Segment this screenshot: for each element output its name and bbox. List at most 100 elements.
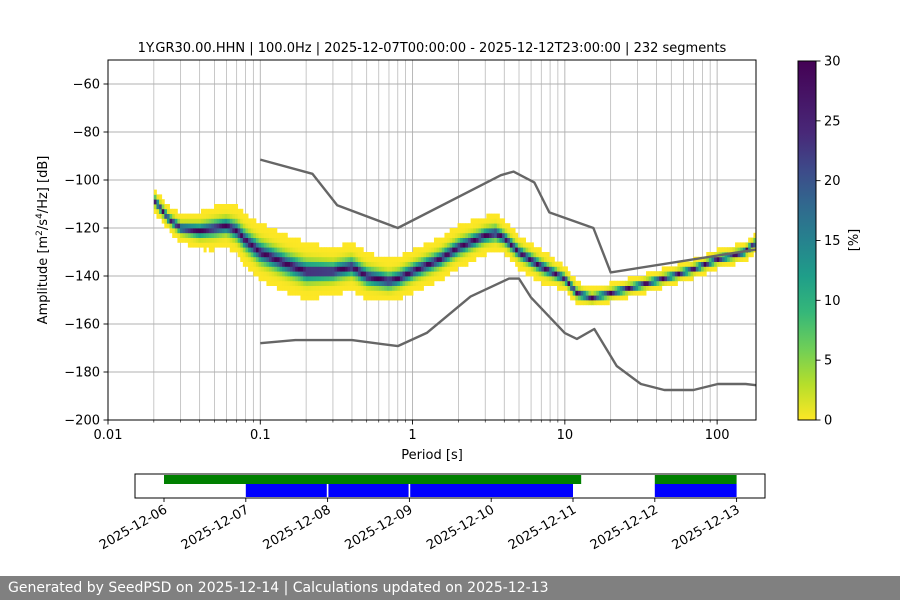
heatmap-cell: [255, 237, 259, 243]
heatmap-cell: [413, 271, 417, 277]
heatmap-cell: [347, 266, 351, 272]
heatmap-cell: [433, 261, 437, 267]
heatmap-cell: [206, 218, 210, 224]
heatmap-cell: [219, 213, 223, 219]
heatmap-cell: [250, 242, 254, 248]
heatmap-cell: [525, 256, 529, 262]
heatmap-cell: [588, 285, 592, 291]
heatmap-cell: [287, 266, 291, 272]
heatmap-cell: [224, 242, 228, 248]
heatmap-cell: [475, 247, 479, 253]
heatmap-cell: [229, 218, 233, 224]
heatmap-cell: [198, 218, 202, 224]
heatmap-cell: [221, 228, 225, 234]
heatmap-cell: [507, 252, 511, 258]
data-availability: 2025-12-06 2025-12-07 2025-12-08 2025-12-09…: [97, 473, 766, 553]
heatmap-cell: [632, 276, 636, 282]
heatmap-cell: [614, 290, 618, 296]
heatmap-cell: [214, 223, 218, 229]
heatmap-cell: [433, 276, 437, 282]
heatmap-cell: [245, 256, 249, 262]
heatmap-cell: [248, 256, 252, 262]
heatmap-cell: [528, 247, 532, 253]
heatmap-cell: [559, 280, 563, 286]
heatmap-cell: [491, 232, 495, 238]
heatmap-cell: [468, 242, 472, 248]
heatmap-cell: [318, 280, 322, 286]
heatmap-cell: [536, 266, 540, 272]
heatmap-cell: [478, 232, 482, 238]
heatmap-cell: [431, 252, 435, 258]
heatmap-cell: [206, 208, 210, 214]
heatmap-cell: [305, 266, 309, 272]
heatmap-cell: [635, 290, 639, 296]
heatmap-cell: [742, 256, 746, 262]
heatmap-cell: [235, 213, 239, 219]
heatmap-cell: [682, 271, 686, 277]
heatmap-cell: [232, 204, 236, 210]
heatmap-cell: [405, 261, 409, 267]
heatmap-cell: [169, 208, 173, 214]
heatmap-cell: [646, 271, 650, 277]
heatmap-cell: [279, 276, 283, 282]
heatmap-cell: [237, 232, 241, 238]
heatmap-cell: [392, 256, 396, 262]
heatmap-cell: [266, 276, 270, 282]
heatmap-cell: [457, 242, 461, 248]
heatmap-cell: [436, 247, 440, 253]
availability-bar-blue: [245, 484, 327, 497]
heatmap-cell: [172, 218, 176, 224]
heatmap-cell: [300, 271, 304, 277]
heatmap-cell: [753, 237, 756, 243]
heatmap-cell: [420, 256, 424, 262]
heatmap-cell: [258, 247, 262, 253]
heatmap-cell: [261, 232, 265, 238]
heatmap-cell: [326, 290, 330, 296]
heatmap-cell: [355, 252, 359, 258]
heatmap-cell: [447, 237, 451, 243]
heatmap-cell: [324, 261, 328, 267]
heatmap-cell: [172, 213, 176, 219]
heatmap-cell: [585, 300, 589, 306]
heatmap-cell: [750, 237, 754, 243]
heatmap-cell: [195, 218, 199, 224]
heatmap-cell: [423, 252, 427, 258]
heatmap-cell: [549, 271, 553, 277]
heatmap-cell: [415, 271, 419, 277]
heatmap-cell: [386, 285, 390, 291]
heatmap-cell: [242, 228, 246, 234]
heatmap-cell: [672, 271, 676, 277]
heatmap-cell: [339, 252, 343, 258]
heatmap-cell: [386, 280, 390, 286]
heatmap-cell: [384, 290, 388, 296]
heatmap-cell: [339, 271, 343, 277]
heatmap-cell: [300, 266, 304, 272]
heatmap-cell: [250, 228, 254, 234]
heatmap-cell: [588, 290, 592, 296]
heatmap-cell: [329, 256, 333, 262]
heatmap-cell: [481, 232, 485, 238]
heatmap-cell: [331, 261, 335, 267]
heatmap-cell: [177, 223, 181, 229]
heatmap-cell: [360, 290, 364, 296]
heatmap-cell: [303, 285, 307, 291]
heatmap-cell: [274, 256, 278, 262]
heatmap-cell: [591, 285, 595, 291]
heatmap-cell: [499, 223, 503, 229]
heatmap-cell: [701, 271, 705, 277]
heatmap-cell: [371, 290, 375, 296]
heatmap-cell: [470, 218, 474, 224]
heatmap-cell: [219, 208, 223, 214]
heatmap-cell: [308, 242, 312, 248]
heatmap-cell: [604, 295, 608, 301]
heatmap-cell: [164, 208, 168, 214]
heatmap-cell: [386, 266, 390, 272]
heatmap-cell: [522, 247, 527, 253]
heatmap-cell: [507, 223, 511, 229]
heatmap-cell: [690, 271, 694, 277]
heatmap-cell: [441, 242, 445, 248]
heatmap-cell: [399, 285, 403, 291]
heatmap-cell: [496, 223, 500, 229]
colorbar-gradient: [797, 60, 817, 421]
heatmap-cell: [661, 276, 665, 282]
